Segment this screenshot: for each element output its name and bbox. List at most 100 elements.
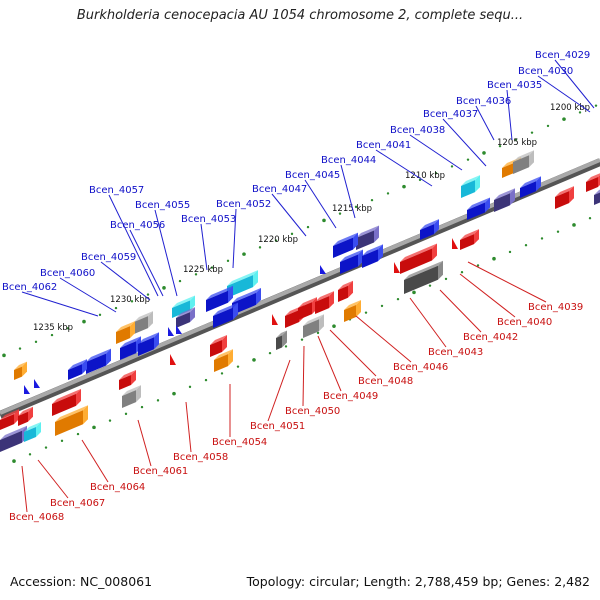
leader-line xyxy=(100,261,151,301)
gene-block xyxy=(555,186,574,209)
gene-label-top: Bcen_4056 xyxy=(110,220,165,231)
scale-tick xyxy=(236,365,240,368)
gene-arrow xyxy=(34,379,40,388)
gene-block xyxy=(86,348,111,374)
gene-features xyxy=(0,150,600,452)
scale-ticks-top xyxy=(2,104,598,358)
accession-text: Accession: NC_008061 xyxy=(10,574,153,589)
scale-tick xyxy=(498,144,502,148)
scale-tick xyxy=(258,246,262,249)
scale-tick xyxy=(508,250,512,254)
gene-label-top: Bcen_4037 xyxy=(423,109,478,120)
leader-line xyxy=(185,401,192,453)
scale-tick xyxy=(34,340,38,344)
scale-tick xyxy=(476,264,480,267)
leader-line xyxy=(129,229,164,297)
scale-tick xyxy=(2,353,6,358)
gene-block xyxy=(404,260,443,294)
gene-arrow xyxy=(320,265,326,274)
scale-tick xyxy=(124,412,128,416)
gene-block xyxy=(134,311,153,334)
gene-block xyxy=(52,388,81,416)
gene-label-bottom: Bcen_4043 xyxy=(428,347,483,358)
topology-text: Topology: circular; Length: 2,788,459 bp… xyxy=(246,574,590,589)
leader-line xyxy=(409,134,463,171)
scale-tick xyxy=(412,290,416,295)
gene-block xyxy=(172,295,195,318)
scale-tick xyxy=(252,358,256,362)
gene-block xyxy=(356,225,379,250)
scale-tick xyxy=(588,217,592,220)
gene-label-bottom: Bcen_4054 xyxy=(212,437,267,448)
leader-line xyxy=(37,459,69,499)
gene-label-top: Bcen_4055 xyxy=(135,200,190,211)
gene-block xyxy=(467,197,490,220)
gene-label-bottom: Bcen_4058 xyxy=(173,452,228,463)
scale-tick xyxy=(466,158,470,161)
scale-tick xyxy=(578,111,582,114)
gene-label-bottom: Bcen_4042 xyxy=(463,332,518,343)
gene-label-top: Bcen_4059 xyxy=(81,252,136,263)
leader-line xyxy=(375,149,433,187)
gene-block xyxy=(494,188,515,212)
gene-block xyxy=(0,409,19,430)
label-leaders xyxy=(21,59,595,513)
gene-block xyxy=(210,334,227,357)
gene-label-bottom: Bcen_4051 xyxy=(250,421,305,432)
scale-tick xyxy=(290,232,294,236)
gene-arrow xyxy=(394,262,400,273)
leader-line xyxy=(467,261,547,303)
gene-label-top: Bcen_4035 xyxy=(487,80,542,91)
scale-label: 1220 kbp xyxy=(258,235,298,245)
gene-block xyxy=(227,270,258,298)
scale-tick xyxy=(188,385,192,389)
leader-line xyxy=(317,335,342,392)
scale-tick xyxy=(530,131,534,134)
gene-block xyxy=(513,150,534,174)
leader-line xyxy=(506,89,513,141)
leader-line xyxy=(340,164,356,219)
scale-tick xyxy=(370,198,374,202)
gene-label-top: Bcen_4029 xyxy=(535,50,590,61)
scale-tick xyxy=(300,338,304,341)
leader-line xyxy=(302,345,305,407)
scale-labels: 1200 kbp 1205 kbp 1210 kbp 1215 kbp 1220 kbp… xyxy=(33,103,590,333)
gene-block xyxy=(0,425,27,452)
gene-block xyxy=(122,385,141,408)
gene-block xyxy=(24,421,41,442)
gene-block xyxy=(338,280,353,302)
scale-tick xyxy=(572,223,576,227)
scale-tick xyxy=(146,293,150,296)
leader-line xyxy=(537,75,591,113)
leader-line xyxy=(355,315,412,363)
scale-tick xyxy=(402,184,406,189)
gene-block xyxy=(344,299,361,322)
gene-block xyxy=(138,332,159,356)
gene-block xyxy=(298,297,317,320)
gene-label-top: Bcen_4062 xyxy=(2,282,57,293)
scale-tick xyxy=(220,372,224,375)
leader-line xyxy=(232,208,237,269)
scale-ticks-bottom xyxy=(12,217,592,463)
gene-label-bottom: Bcen_4048 xyxy=(358,376,413,387)
scale-tick xyxy=(540,237,544,240)
leader-line xyxy=(459,273,516,318)
leader-line xyxy=(200,223,208,271)
scale-tick xyxy=(92,425,96,430)
leader-line xyxy=(475,105,495,141)
map-title: Burkholderia cenocepacia AU 1054 chromos… xyxy=(76,8,524,23)
scale-tick xyxy=(514,138,518,141)
scale-tick xyxy=(594,104,598,107)
scale-tick xyxy=(12,459,16,463)
scale-tick xyxy=(172,391,176,396)
scale-tick xyxy=(60,439,64,443)
scale-tick xyxy=(354,205,358,209)
scale-tick xyxy=(268,351,272,355)
scale-label: 1235 kbp xyxy=(33,323,73,333)
gene-block xyxy=(276,330,287,350)
scale-tick xyxy=(386,192,390,195)
scale-tick xyxy=(226,259,230,263)
gene-block xyxy=(213,302,238,328)
leader-line xyxy=(442,118,487,167)
